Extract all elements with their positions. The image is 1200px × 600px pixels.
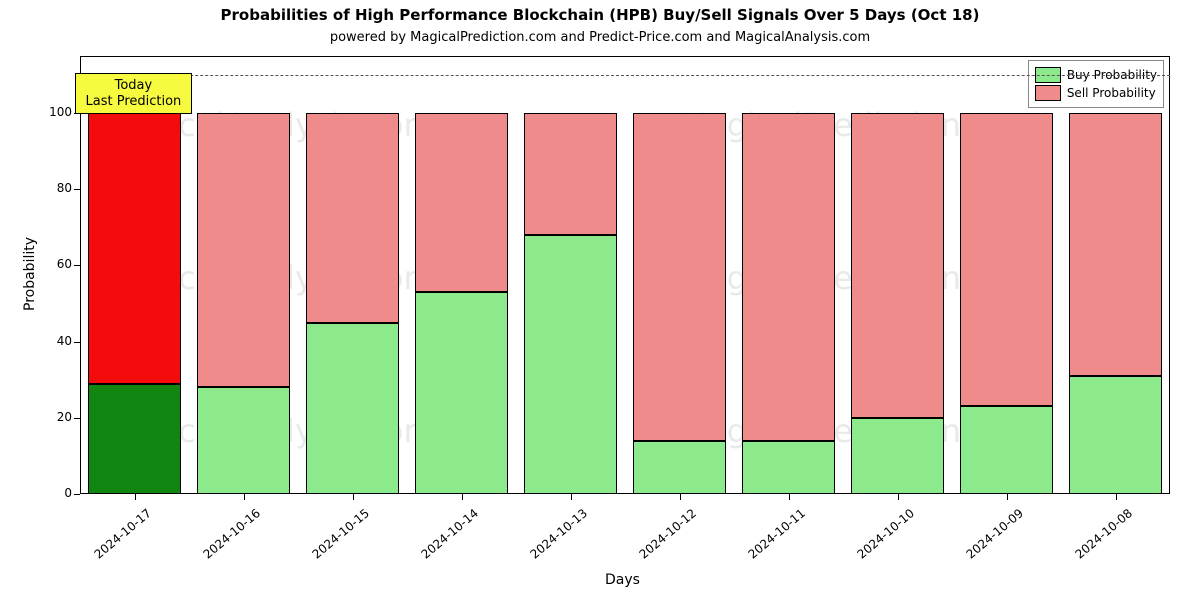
y-axis-label: Probability [22, 237, 38, 311]
y-tick-label: 80 [32, 181, 72, 195]
x-tick-label: 2024-10-09 [955, 506, 1025, 568]
sell-bar [197, 113, 291, 387]
x-tick-label: 2024-10-08 [1064, 506, 1134, 568]
buy-bar [851, 418, 945, 494]
buy-bar [1069, 376, 1163, 494]
x-tick-label: 2024-10-14 [410, 506, 480, 568]
buy-bar [88, 384, 182, 494]
x-tick-mark [135, 494, 136, 500]
y-tick-mark [74, 342, 80, 343]
sell-bar [88, 113, 182, 383]
y-tick-label: 0 [32, 486, 72, 500]
y-tick-mark [74, 265, 80, 266]
chart-container: Probabilities of High Performance Blockc… [0, 0, 1200, 600]
sell-bar [633, 113, 727, 441]
legend-entry-sell: Sell Probability [1035, 85, 1157, 101]
x-tick-mark [353, 494, 354, 500]
x-tick-mark [1116, 494, 1117, 500]
buy-bar [633, 441, 727, 494]
y-tick-mark [74, 418, 80, 419]
today-annotation: TodayLast Prediction [75, 73, 193, 114]
sell-bar [742, 113, 836, 441]
buy-bar [960, 406, 1054, 494]
legend-swatch-sell [1035, 85, 1061, 101]
x-tick-mark [571, 494, 572, 500]
annotation-line1: Today [86, 78, 182, 94]
sell-bar [306, 113, 400, 322]
annotation-line2: Last Prediction [86, 94, 182, 110]
x-tick-mark [789, 494, 790, 500]
y-tick-mark [74, 189, 80, 190]
sell-bar [524, 113, 618, 235]
x-tick-label: 2024-10-13 [519, 506, 589, 568]
x-tick-label: 2024-10-11 [737, 506, 807, 568]
buy-bar [742, 441, 836, 494]
y-tick-label: 60 [32, 257, 72, 271]
sell-bar [1069, 113, 1163, 376]
buy-bar [197, 387, 291, 494]
sell-bar [415, 113, 509, 292]
x-tick-mark [680, 494, 681, 500]
y-tick-label: 20 [32, 410, 72, 424]
x-tick-label: 2024-10-10 [846, 506, 916, 568]
buy-bar [415, 292, 509, 494]
legend: Buy Probability Sell Probability [1028, 60, 1164, 108]
x-tick-mark [244, 494, 245, 500]
reference-line [80, 75, 1170, 76]
x-axis-label: Days [605, 572, 640, 588]
x-tick-label: 2024-10-17 [83, 506, 153, 568]
x-tick-mark [462, 494, 463, 500]
x-tick-mark [898, 494, 899, 500]
buy-bar [306, 323, 400, 494]
y-tick-label: 40 [32, 334, 72, 348]
sell-bar [960, 113, 1054, 406]
y-tick-label: 100 [32, 105, 72, 119]
x-tick-mark [1007, 494, 1008, 500]
chart-subtitle: powered by MagicalPrediction.com and Pre… [0, 30, 1200, 45]
legend-label-sell: Sell Probability [1067, 86, 1156, 100]
x-tick-label: 2024-10-12 [628, 506, 698, 568]
buy-bar [524, 235, 618, 494]
chart-title: Probabilities of High Performance Blockc… [0, 6, 1200, 24]
x-tick-label: 2024-10-15 [301, 506, 371, 568]
y-tick-mark [74, 494, 80, 495]
x-tick-label: 2024-10-16 [192, 506, 262, 568]
sell-bar [851, 113, 945, 418]
